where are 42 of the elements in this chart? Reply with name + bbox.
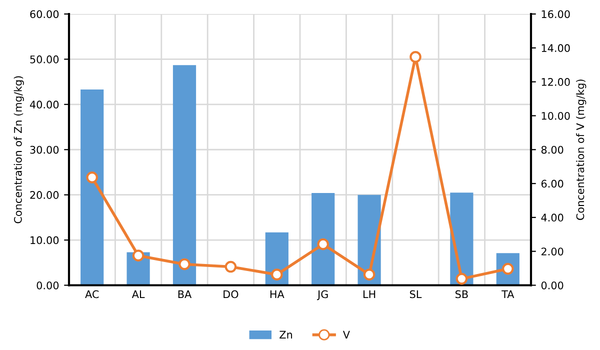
point [178,258,190,270]
legend-label: Zn [280,330,292,338]
y2-axis-title: Concentration of V (mg/kg) [576,80,586,220]
x-tick-label: BA [178,290,192,298]
y-tick-label: 60.00 [30,10,59,18]
x-tick-label: SB [456,290,468,298]
x-tick-label: HA [270,290,284,298]
y2-tick-label: 0.00 [541,281,564,290]
x-tick-label: SL [410,290,422,298]
x-tick-label: AL [132,290,145,298]
y2-tick-label: 10.00 [542,112,570,120]
y2-tick-label: 6.00 [541,180,564,188]
y-axis-title: Concentration of Zn (mg/kg) [14,76,24,224]
point [410,50,422,63]
y2-tick-label: 16.00 [542,10,570,18]
point [270,268,283,280]
y-tick-label: 30.00 [30,146,59,154]
x-tick-label: TA [502,290,514,298]
y-tick-label: 0.00 [36,281,59,290]
point [224,260,237,273]
y2-tick-label: 12.00 [542,78,570,86]
y2-tick-label: 8.00 [541,146,564,154]
point [132,250,144,262]
y2-tick-label: 4.00 [541,214,564,222]
bar [80,90,104,286]
y-tick-label: 50.00 [30,55,59,64]
point [363,268,376,280]
x-tick-label: DO [224,290,238,298]
x-tick-label: JG [316,290,328,300]
x-tick-label: LH [364,290,376,298]
bar [312,193,335,286]
bar [172,65,196,286]
legend-label: V [342,330,350,338]
point [317,238,330,250]
y-tick-label: 40.00 [30,100,59,109]
y2-tick-label: 2.00 [541,248,564,256]
y2-tick-label: 14.00 [542,44,570,52]
point [86,172,98,184]
y-tick-label: 20.00 [30,191,59,199]
x-tick-label: AC [85,290,99,298]
y-tick-label: 10.00 [30,236,59,244]
point [456,272,468,285]
